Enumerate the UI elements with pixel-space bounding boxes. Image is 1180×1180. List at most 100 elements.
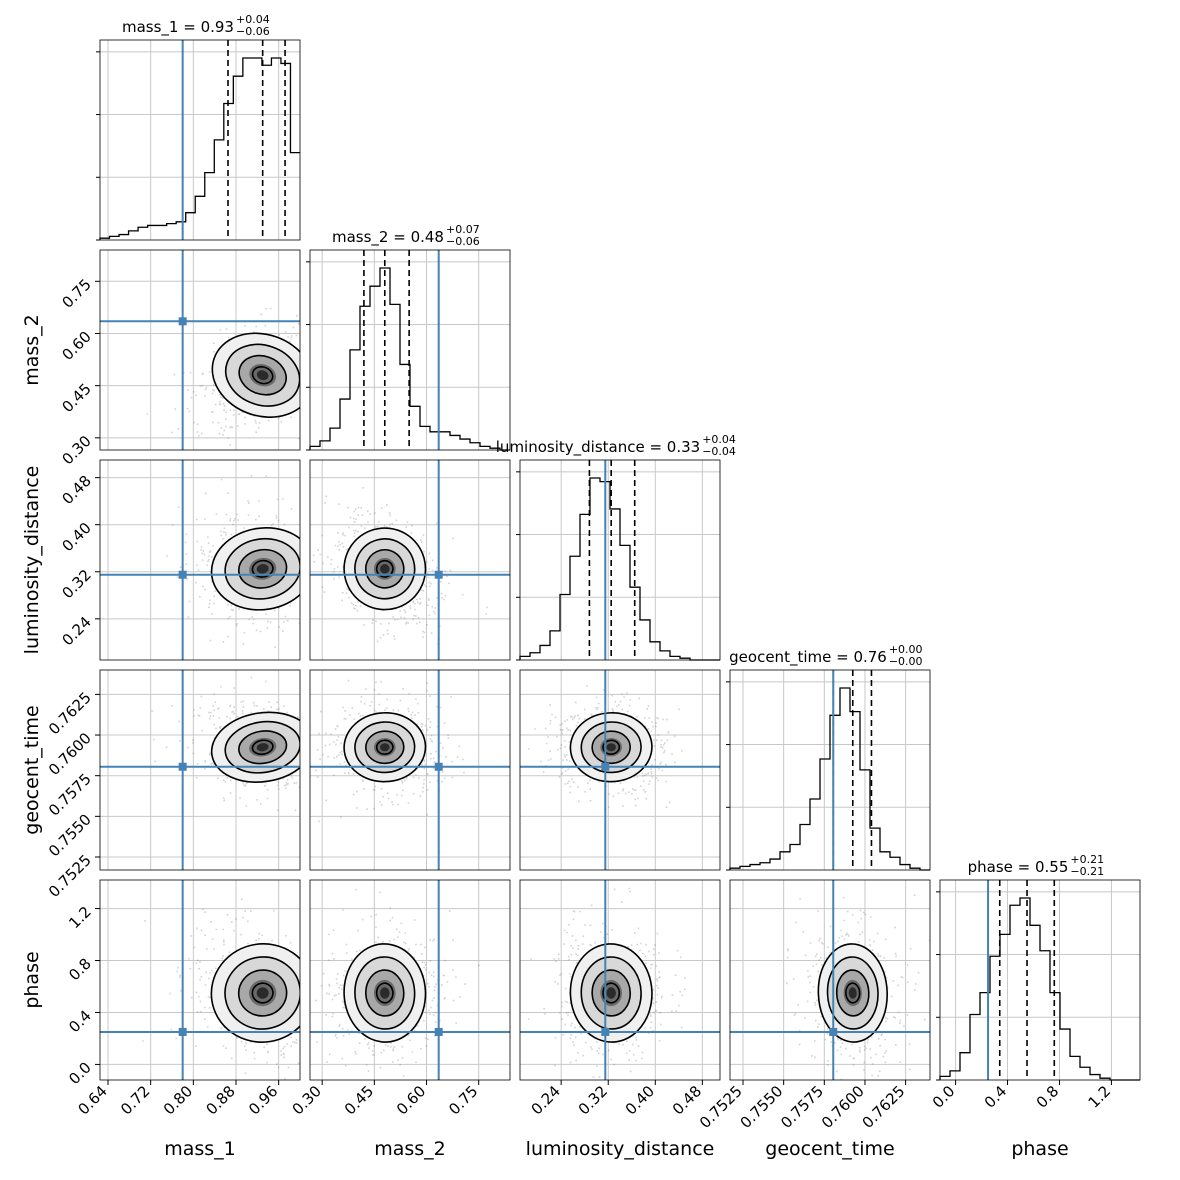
density-level [380, 564, 390, 574]
contour-line [251, 559, 274, 578]
contour-line [817, 943, 888, 1043]
x-tick-label: 0.7550 [737, 1082, 787, 1132]
density-level [606, 987, 616, 999]
joint-content [310, 880, 510, 1080]
joint-content [100, 880, 300, 1080]
panel-frame [729, 669, 931, 871]
contour-line [580, 956, 642, 1030]
x-axis-label-geocent_time: geocent_time [765, 1138, 894, 1160]
density-level [256, 987, 269, 999]
truth-marker [434, 762, 443, 771]
contour-line [343, 712, 427, 783]
y-tick-label: 0.30 [58, 432, 94, 468]
density-level [256, 370, 269, 381]
x-tick-label: 0.40 [622, 1082, 658, 1118]
density-level [606, 743, 616, 752]
panel-frame [519, 879, 721, 1081]
contour-line [238, 730, 288, 765]
contour-line [354, 721, 416, 774]
panel-frame [309, 879, 511, 1081]
density-level [256, 564, 269, 574]
joint-panel-mass_2-phase [309, 879, 511, 1081]
x-tick-label: 0.0 [929, 1082, 959, 1112]
contour-line [224, 343, 300, 407]
histogram-panel-phase [936, 879, 1141, 1081]
title-lower-error: −0.04 [702, 445, 736, 458]
y-axis-label-phase: phase [21, 951, 43, 1008]
truth-marker [434, 570, 443, 579]
x-tick-label: 0.7600 [818, 1082, 868, 1132]
histogram-step-line [519, 477, 720, 661]
x-tick-label: 1.2 [1085, 1082, 1115, 1112]
panel-frame [939, 879, 1141, 1081]
truth-marker [434, 1027, 443, 1036]
x-tick-label: 0.64 [74, 1082, 110, 1118]
truth-marker [829, 1027, 838, 1036]
joint-content [100, 250, 300, 450]
contour-line [210, 711, 300, 783]
histogram-panel-mass_1 [96, 39, 301, 241]
title-lower-error: −0.21 [1070, 865, 1104, 878]
marginal-histograms [96, 39, 1141, 1081]
density-level [848, 987, 857, 999]
joint-content [310, 670, 510, 870]
x-tick-label: 0.7625 [859, 1082, 909, 1132]
title-geocent_time: geocent_time = 0.76 [729, 648, 887, 667]
panel-frame [309, 669, 511, 871]
title-upper-error: +0.21 [1070, 853, 1104, 866]
histogram-step-line [99, 57, 300, 240]
axis-text: 0.64 0.72 0.80 0.88 0.96 mass_1 0.30 0.45 0.60 0.… [21, 13, 1114, 1160]
y-tick-label: 0.75 [58, 275, 94, 311]
x-tick-label: 0.8 [1033, 1082, 1063, 1112]
contour-line [354, 956, 416, 1030]
contour-line [602, 982, 621, 1004]
x-tick-label: 0.60 [393, 1082, 429, 1118]
joint-content [520, 670, 720, 870]
joint-content [310, 460, 510, 660]
panel-frame [519, 459, 721, 661]
title-phase: phase = 0.55 [968, 858, 1069, 876]
contour-line [251, 366, 274, 385]
contour-line [238, 354, 287, 396]
contour-line [354, 538, 416, 600]
x-tick-label: 0.96 [245, 1082, 281, 1118]
contour-line [591, 730, 631, 765]
joint-content [730, 880, 930, 1080]
y-tick-label: 0.0 [65, 1059, 95, 1089]
histogram-panel-luminosity_distance [516, 459, 721, 661]
joint-panel-geocent_time-phase [729, 879, 931, 1081]
y-tick-label: 0.40 [58, 519, 94, 555]
y-tick-label: 0.60 [58, 328, 94, 364]
panel-frame [99, 669, 301, 871]
y-tick-label: 1.2 [65, 903, 95, 933]
truth-marker [178, 570, 187, 579]
title-mass_1: mass_1 = 0.93 [122, 18, 234, 37]
joint-panel-luminosity_distance-geocent_time [519, 669, 721, 871]
sample-points [312, 487, 488, 645]
contour-line [569, 712, 653, 783]
panel-frame [99, 879, 301, 1081]
y-tick-label: 0.7550 [45, 810, 95, 860]
y-tick-label: 0.8 [65, 955, 95, 985]
y-tick-label: 0.45 [58, 380, 94, 416]
x-tick-label: 0.24 [528, 1082, 564, 1118]
contour-line [211, 332, 300, 418]
density-level [256, 743, 269, 752]
joint-panel-luminosity_distance-phase [519, 879, 721, 1081]
title-upper-error: +0.04 [702, 433, 736, 446]
contour-line [237, 969, 288, 1017]
title-mass_2: mass_2 = 0.48 [332, 228, 444, 247]
title-luminosity_distance: luminosity_distance = 0.33 [496, 438, 700, 457]
contour-line [375, 559, 394, 578]
panel-frame [99, 39, 301, 241]
panel-frame [309, 459, 511, 661]
histogram-step-line [729, 687, 930, 871]
contour-line [364, 730, 405, 765]
contour-line [375, 982, 394, 1004]
contour-line [251, 739, 274, 756]
x-tick-label: 0.32 [575, 1082, 611, 1118]
y-axis-label-luminosity_distance: luminosity_distance [21, 466, 43, 655]
panel-frame [519, 669, 721, 871]
contour-line [210, 943, 300, 1043]
joint-content [100, 460, 300, 660]
